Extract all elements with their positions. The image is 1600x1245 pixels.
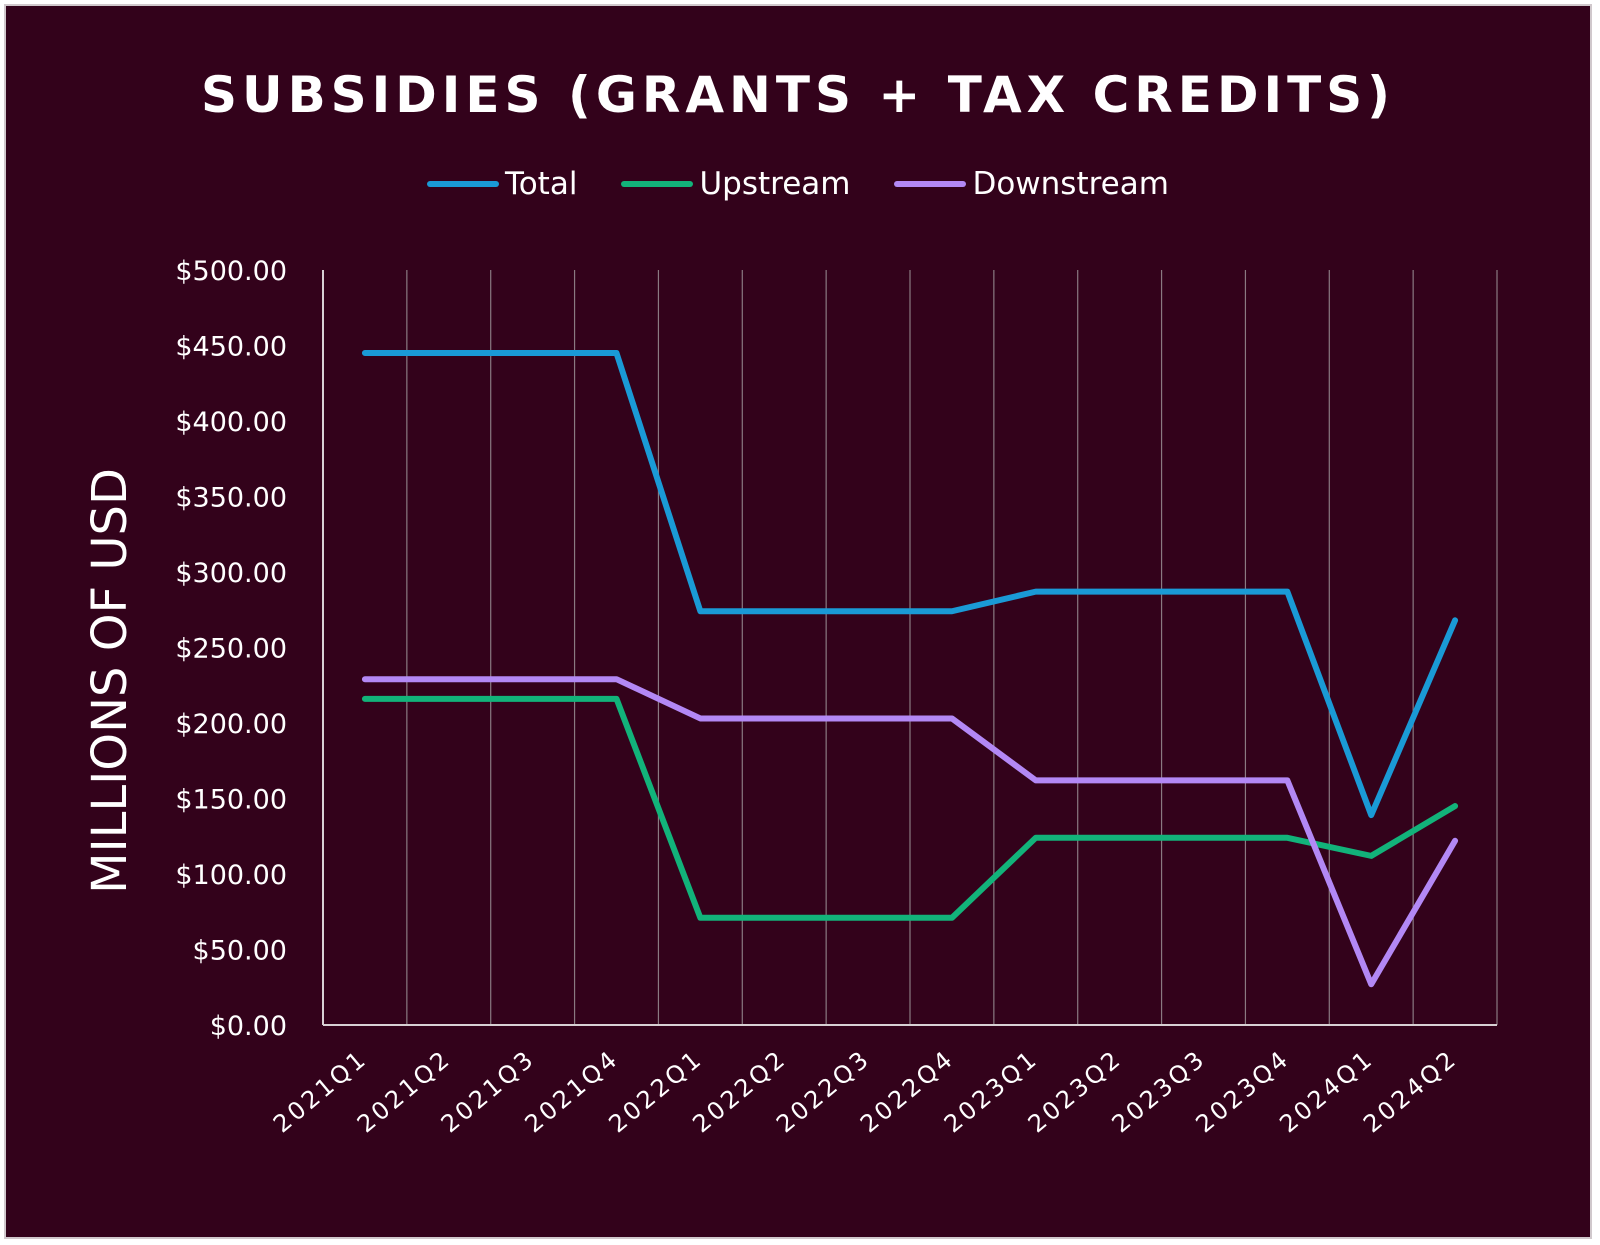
x-tick-label: 2024Q2: [1358, 1044, 1463, 1138]
legend-item-downstream: Downstream: [894, 166, 1169, 202]
y-tick-label: $200.00: [175, 709, 287, 740]
legend-item-upstream: Upstream: [621, 166, 850, 202]
chart-legend: Total Upstream Downstream: [6, 166, 1590, 202]
legend-label-downstream: Downstream: [972, 166, 1169, 202]
legend-label-upstream: Upstream: [699, 166, 851, 202]
y-tick-label: $300.00: [175, 558, 287, 589]
legend-item-total: Total: [427, 166, 577, 202]
y-tick-label: $250.00: [175, 634, 287, 665]
y-tick-label: $0.00: [210, 1011, 287, 1042]
legend-swatch-downstream: [894, 181, 967, 187]
series-line-upstream: [361, 695, 1459, 921]
y-tick-label: $500.00: [175, 256, 287, 287]
legend-swatch-total: [427, 181, 500, 187]
y-tick-label: $400.00: [175, 407, 287, 438]
chart-frame: SUBSIDIES (GRANTS + TAX CREDITS) Total U…: [4, 4, 1592, 1239]
y-tick-label: $350.00: [175, 483, 287, 514]
y-tick-label: $150.00: [175, 785, 287, 816]
y-tick-label: $50.00: [193, 936, 287, 967]
chart-title: SUBSIDIES (GRANTS + TAX CREDITS): [200, 66, 1396, 124]
series-line-downstream: [361, 676, 1459, 988]
legend-swatch-upstream: [621, 181, 694, 187]
y-tick-label: $100.00: [175, 860, 287, 891]
legend-label-total: Total: [505, 166, 578, 202]
series-line-total: [361, 350, 1459, 819]
y-tick-label: $450.00: [175, 332, 287, 363]
